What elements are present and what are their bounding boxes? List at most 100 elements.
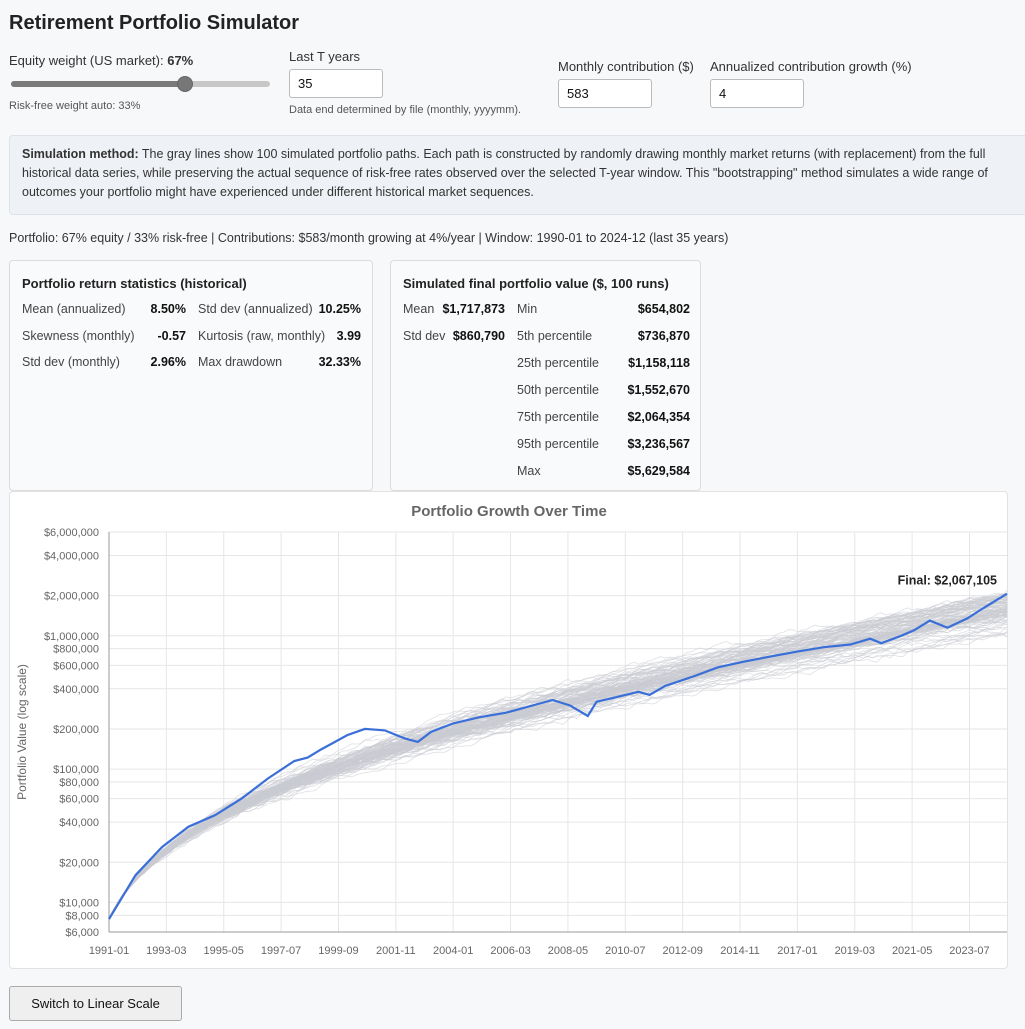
simulated-path	[108, 604, 1008, 919]
x-tick-label: 2023-07	[949, 945, 989, 957]
y-tick-label: $6,000	[65, 927, 99, 939]
return-stat-value: 2.96%	[150, 355, 186, 369]
final-mean-label: Mean	[403, 302, 435, 316]
y-tick-label: $1,000,000	[44, 631, 99, 643]
y-tick-label: $20,000	[59, 857, 99, 869]
years-label: Last T years	[289, 49, 361, 64]
simulated-path	[108, 614, 1008, 919]
years-input[interactable]	[289, 69, 383, 98]
final-stat-value: $3,236,567	[627, 437, 690, 451]
final-value-annotation: Final: $2,067,105	[898, 574, 997, 588]
return-stat-value: 8.50%	[150, 302, 186, 316]
simulated-path	[108, 613, 1008, 919]
simulated-path	[108, 624, 1008, 919]
return-stats-card: Portfolio return statistics (historical)…	[9, 260, 373, 491]
simulated-path	[108, 612, 1008, 919]
contribution-label: Monthly contribution ($)	[558, 59, 694, 74]
simulated-path	[108, 607, 1008, 919]
simulated-path	[108, 609, 1007, 919]
x-tick-label: 1997-07	[261, 945, 301, 957]
simulated-path	[108, 621, 1008, 919]
final-stat-label: 95th percentile	[517, 437, 600, 451]
final-stat-label: 50th percentile	[517, 383, 600, 397]
portfolio-growth-chart: Portfolio Growth Over Time $6,000 $8,000 $1…	[9, 491, 1008, 969]
final-stats-title: Simulated final portfolio value ($, 100 …	[403, 276, 669, 291]
simulation-method-box: Simulation method: The gray lines show 1…	[9, 135, 1025, 215]
x-tick-label: 2021-05	[892, 945, 932, 957]
simulated-path	[108, 623, 1008, 919]
final-stat-value: $1,158,118	[628, 356, 690, 370]
simulated-path	[108, 613, 1008, 919]
return-stat-label: Std dev (annualized)	[198, 302, 313, 316]
simulated-path	[108, 618, 1008, 919]
simulated-path	[108, 595, 1008, 919]
return-stat-label: Max drawdown	[198, 355, 283, 369]
y-tick-label: $40,000	[59, 817, 99, 829]
y-tick-label: $60,000	[59, 794, 99, 806]
simulated-path	[108, 616, 1008, 919]
return-stat-value: 32.33%	[318, 355, 361, 369]
method-text: The gray lines show 100 simulated portfo…	[22, 147, 988, 199]
equity-slider-fill	[11, 81, 185, 87]
simulated-path	[108, 632, 1008, 919]
simulated-path	[108, 599, 1008, 919]
simulated-path	[108, 633, 1008, 919]
x-tick-label: 1995-05	[204, 945, 244, 957]
final-sd-value: $860,790	[452, 329, 505, 343]
equity-weight-label: Equity weight (US market): 67%	[9, 53, 193, 68]
chart-title: Portfolio Growth Over Time	[411, 503, 607, 520]
simulated-path	[108, 597, 1008, 919]
method-heading: Simulation method:	[22, 147, 139, 161]
x-tick-label: 1999-09	[318, 945, 358, 957]
growth-input[interactable]	[710, 79, 804, 108]
equity-weight-label-text: Equity weight (US market):	[9, 53, 168, 68]
x-tick-label: 2014-11	[720, 945, 760, 957]
actual-portfolio-path	[108, 592, 1008, 920]
return-stat-value: 10.25%	[318, 302, 361, 316]
contribution-input[interactable]	[558, 79, 652, 108]
simulated-path	[108, 606, 1008, 919]
simulated-path	[108, 609, 1008, 919]
y-tick-label: $800,000	[53, 644, 99, 656]
simulated-path	[108, 599, 1008, 919]
y-tick-label: $100,000	[53, 764, 99, 776]
final-stat-value: $2,064,354	[627, 410, 690, 424]
growth-label: Annualized contribution growth (%)	[710, 59, 912, 74]
simulated-path	[108, 615, 1008, 919]
simulated-path	[108, 607, 1008, 919]
simulated-path	[108, 610, 1008, 919]
return-stat-value: 3.99	[336, 329, 361, 343]
equity-weight-value: 67%	[167, 53, 194, 68]
final-stat-label: Max	[517, 464, 541, 478]
y-tick-label: $2,000,000	[44, 591, 99, 603]
final-stat-label: 25th percentile	[517, 356, 600, 370]
equity-slider-thumb[interactable]	[176, 76, 193, 92]
return-stat-label: Mean (annualized)	[22, 302, 126, 316]
equity-weight-slider[interactable]	[11, 76, 270, 92]
simulated-path	[108, 606, 1008, 919]
switch-scale-button[interactable]: Switch to Linear Scale	[9, 986, 182, 1021]
simulated-path	[108, 603, 1008, 919]
simulated-path	[108, 615, 1008, 919]
simulated-path	[108, 610, 1008, 919]
return-stat-value: -0.57	[157, 329, 187, 343]
simulated-path	[108, 610, 1008, 919]
y-tick-label: $200,000	[53, 724, 99, 736]
final-stat-label: 5th percentile	[517, 329, 593, 343]
simulated-path	[108, 593, 1008, 919]
simulated-path	[108, 631, 1008, 919]
x-tick-label: 2012-09	[662, 945, 702, 957]
y-tick-label: $6,000,000	[44, 527, 99, 539]
return-stat-label: Kurtosis (raw, monthly)	[198, 329, 326, 343]
x-tick-label: 2010-07	[605, 945, 645, 957]
x-tick-label: 2017-01	[777, 945, 817, 957]
final-mean-value: $1,717,873	[442, 302, 505, 316]
final-stat-value: $736,870	[637, 329, 690, 343]
simulated-path	[108, 605, 1007, 919]
simulated-path	[108, 605, 1008, 919]
final-stat-label: 75th percentile	[517, 410, 600, 424]
simulated-path	[108, 598, 1008, 919]
simulated-path	[108, 602, 1008, 919]
y-tick-label: $600,000	[53, 660, 99, 672]
portfolio-summary: Portfolio: 67% equity / 33% risk-free | …	[9, 231, 729, 245]
